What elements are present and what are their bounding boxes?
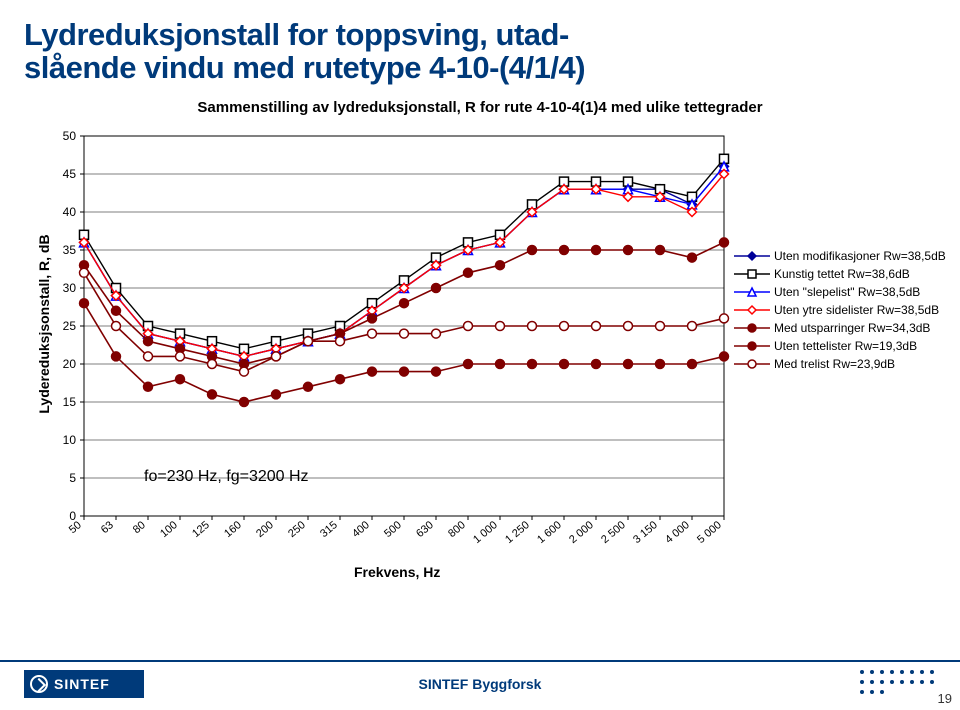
svg-text:400: 400 [350, 519, 372, 540]
svg-text:4 000: 4 000 [663, 519, 692, 546]
svg-text:15: 15 [63, 395, 77, 409]
svg-text:3 150: 3 150 [631, 519, 660, 546]
legend-label: Uten tettelister Rw=19,3dB [770, 339, 917, 353]
svg-text:45: 45 [63, 167, 77, 181]
title-line2: slående vindu med rutetype 4-10-(4/1/4) [24, 50, 585, 85]
legend-item: Uten modifikasjoner Rw=38,5dB [734, 249, 946, 263]
sintef-text: SINTEF [54, 676, 110, 692]
sintef-logo: SINTEF [24, 670, 144, 698]
svg-text:25: 25 [63, 319, 77, 333]
legend-label: Kunstig tettet Rw=38,6dB [770, 267, 910, 281]
legend-label: Med trelist Rw=23,9dB [770, 357, 895, 371]
legend-label: Uten "slepelist" Rw=38,5dB [770, 285, 920, 299]
svg-text:63: 63 [99, 519, 116, 536]
svg-text:500: 500 [382, 519, 404, 540]
svg-text:200: 200 [254, 519, 276, 540]
legend-item: Uten tettelister Rw=19,3dB [734, 339, 946, 353]
page-number: 19 [938, 691, 952, 706]
legend-item: Uten "slepelist" Rw=38,5dB [734, 285, 946, 299]
y-axis-label: Lydereduksjsonstall, R, dB [36, 164, 52, 484]
svg-text:20: 20 [63, 357, 77, 371]
svg-text:5: 5 [69, 471, 76, 485]
svg-text:30: 30 [63, 281, 77, 295]
svg-text:5 000: 5 000 [695, 519, 724, 546]
legend-label: Uten modifikasjoner Rw=38,5dB [770, 249, 946, 263]
svg-text:160: 160 [222, 519, 244, 540]
svg-text:315: 315 [318, 519, 340, 540]
title-line1: Lydreduksjonstall for toppsving, utad- [24, 17, 569, 52]
footer-center-text: SINTEF Byggforsk [419, 676, 542, 692]
svg-text:2 000: 2 000 [567, 519, 596, 546]
sintef-icon [30, 675, 48, 693]
legend-item: Med utsparringer Rw=34,3dB [734, 321, 946, 335]
svg-text:80: 80 [131, 519, 148, 536]
svg-text:10: 10 [63, 433, 77, 447]
svg-text:40: 40 [63, 205, 77, 219]
footer-dots-icon [860, 670, 936, 696]
legend-label: Med utsparringer Rw=34,3dB [770, 321, 930, 335]
page-title: Lydreduksjonstall for toppsving, utad- s… [24, 18, 936, 85]
svg-text:125: 125 [190, 519, 212, 540]
chart-container: 0510152025303540455050638010012516020025… [24, 126, 904, 596]
legend-item: Kunstig tettet Rw=38,6dB [734, 267, 946, 281]
legend-item: Med trelist Rw=23,9dB [734, 357, 946, 371]
svg-text:35: 35 [63, 243, 77, 257]
svg-text:250: 250 [286, 519, 308, 540]
footer: SINTEF SINTEF Byggforsk 19 [0, 660, 960, 710]
svg-text:2 500: 2 500 [599, 519, 628, 546]
chart-subtitle: Sammenstilling av lydreduksjonstall, R f… [24, 99, 936, 116]
x-axis-label: Frekvens, Hz [354, 564, 440, 580]
svg-text:1 250: 1 250 [503, 519, 532, 546]
footer-divider [0, 660, 960, 662]
svg-text:50: 50 [63, 129, 77, 143]
chart-legend: Uten modifikasjoner Rw=38,5dB Kunstig tet… [734, 249, 946, 375]
chart-annotation: fo=230 Hz, fg=3200 Hz [144, 468, 309, 486]
legend-item: Uten ytre sidelister Rw=38,5dB [734, 303, 946, 317]
svg-text:1 600: 1 600 [535, 519, 564, 546]
svg-text:100: 100 [158, 519, 180, 540]
svg-text:1 000: 1 000 [471, 519, 500, 546]
legend-label: Uten ytre sidelister Rw=38,5dB [770, 303, 939, 317]
svg-text:630: 630 [414, 519, 436, 540]
svg-text:800: 800 [446, 519, 468, 540]
